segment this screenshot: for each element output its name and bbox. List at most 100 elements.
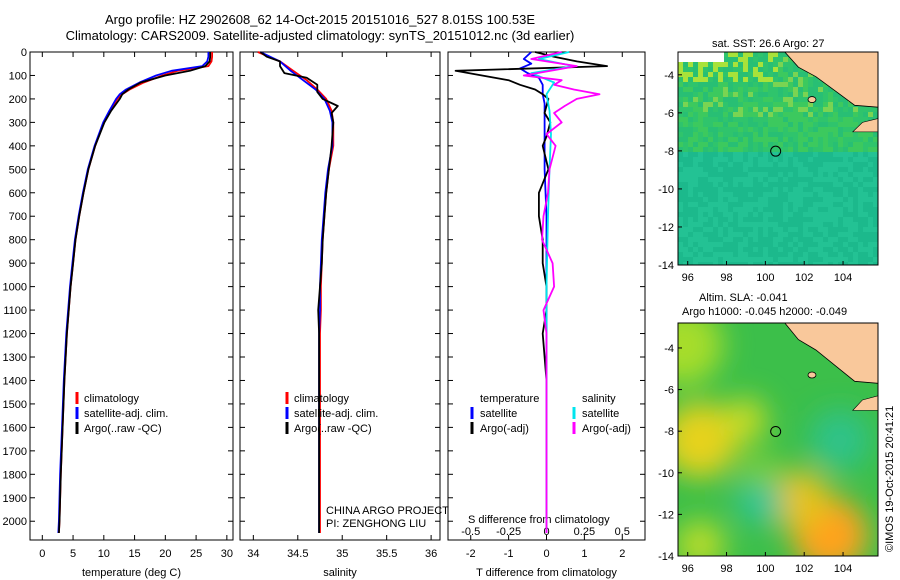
sst-pixel — [853, 252, 858, 257]
sst-pixel — [843, 122, 848, 127]
sst-pixel — [808, 227, 813, 232]
sst-pixel — [768, 157, 773, 162]
sst-pixel — [733, 227, 738, 232]
sst-pixel — [858, 107, 863, 112]
sst-pixel — [708, 162, 713, 167]
sst-pixel — [783, 87, 788, 92]
sst-pixel — [693, 202, 698, 207]
sst-pixel — [728, 187, 733, 192]
sst-pixel — [758, 62, 763, 67]
sst-pixel — [743, 157, 748, 162]
sst-pixel — [743, 137, 748, 142]
sst-pixel — [863, 217, 868, 222]
sst-pixel — [873, 242, 878, 247]
sst-pixel — [868, 182, 873, 187]
sst-pixel — [738, 87, 743, 92]
sst-pixel — [748, 187, 753, 192]
temperature-xlabel: temperature (deg C) — [82, 567, 181, 579]
sst-pixel — [738, 192, 743, 197]
sla-map-ytick-label: -8 — [664, 426, 674, 438]
sst-pixel — [863, 152, 868, 157]
sst-pixel — [873, 227, 878, 232]
sst-pixel — [803, 152, 808, 157]
sst-pixel — [738, 217, 743, 222]
sst-pixel — [753, 247, 758, 252]
sst-pixel — [868, 212, 873, 217]
sst-pixel — [838, 142, 843, 147]
sst-pixel — [733, 202, 738, 207]
diff-legend-label: satellite — [582, 408, 619, 420]
sst-pixel — [718, 102, 723, 107]
sst-pixel — [703, 172, 708, 177]
sst-pixel — [743, 62, 748, 67]
sst-pixel — [803, 157, 808, 162]
sst-pixel — [828, 132, 833, 137]
sst-pixel — [788, 92, 793, 97]
sst-pixel — [723, 242, 728, 247]
sst-pixel — [788, 232, 793, 237]
sst-pixel — [748, 182, 753, 187]
sst-pixel — [678, 207, 683, 212]
sst-pixel — [868, 132, 873, 137]
sst-pixel — [838, 147, 843, 152]
sst-pixel — [873, 252, 878, 257]
sst-pixel — [688, 242, 693, 247]
sst-pixel — [803, 122, 808, 127]
sst-pixel — [693, 112, 698, 117]
sst-pixel — [758, 157, 763, 162]
sst-pixel — [683, 127, 688, 132]
sst-pixel — [688, 172, 693, 177]
sst-pixel — [843, 177, 848, 182]
sst-pixel — [868, 117, 873, 122]
sst-pixel — [748, 77, 753, 82]
sst-pixel — [798, 227, 803, 232]
sst-pixel — [748, 172, 753, 177]
sst-pixel — [808, 132, 813, 137]
sst-pixel — [693, 182, 698, 187]
sst-pixel — [818, 182, 823, 187]
sst-pixel — [873, 152, 878, 157]
sst-pixel — [773, 252, 778, 257]
sst-pixel — [818, 147, 823, 152]
sst-pixel — [728, 102, 733, 107]
sst-pixel — [803, 127, 808, 132]
sst-pixel — [773, 112, 778, 117]
sst-pixel — [863, 252, 868, 257]
sst-pixel — [698, 67, 703, 72]
sst-pixel — [728, 132, 733, 137]
sst-pixel — [703, 147, 708, 152]
sst-pixel — [728, 117, 733, 122]
sst-pixel — [713, 247, 718, 252]
sst-map-ytick-label: -12 — [658, 222, 674, 234]
sst-pixel — [753, 177, 758, 182]
temperature-xtick-label: 20 — [159, 548, 171, 560]
sst-pixel — [773, 157, 778, 162]
sst-pixel — [768, 57, 773, 62]
sst-pixel — [778, 247, 783, 252]
sst-pixel — [688, 177, 693, 182]
sst-pixel — [688, 257, 693, 262]
sst-pixel — [713, 137, 718, 142]
sst-pixel — [868, 247, 873, 252]
depth-tick-label: 800 — [9, 235, 27, 247]
sst-pixel — [858, 222, 863, 227]
sst-pixel — [698, 172, 703, 177]
sst-pixel — [838, 167, 843, 172]
sst-pixel — [763, 157, 768, 162]
sst-pixel — [873, 177, 878, 182]
sst-pixel — [853, 202, 858, 207]
imos-timestamp: ©IMOS 19-Oct-2015 20:41:21 — [884, 405, 896, 552]
sst-pixel — [813, 102, 818, 107]
sst-pixel — [678, 122, 683, 127]
sst-pixel — [733, 102, 738, 107]
sst-pixel — [703, 87, 708, 92]
sst-pixel — [758, 227, 763, 232]
salinity-legend-label: Argo(..raw -QC) — [294, 423, 372, 435]
sst-pixel — [743, 182, 748, 187]
sst-pixel — [733, 62, 738, 67]
sst-pixel — [778, 72, 783, 77]
sst-pixel — [738, 142, 743, 147]
sst-pixel — [843, 157, 848, 162]
sst-pixel — [763, 117, 768, 122]
sst-pixel — [773, 137, 778, 142]
